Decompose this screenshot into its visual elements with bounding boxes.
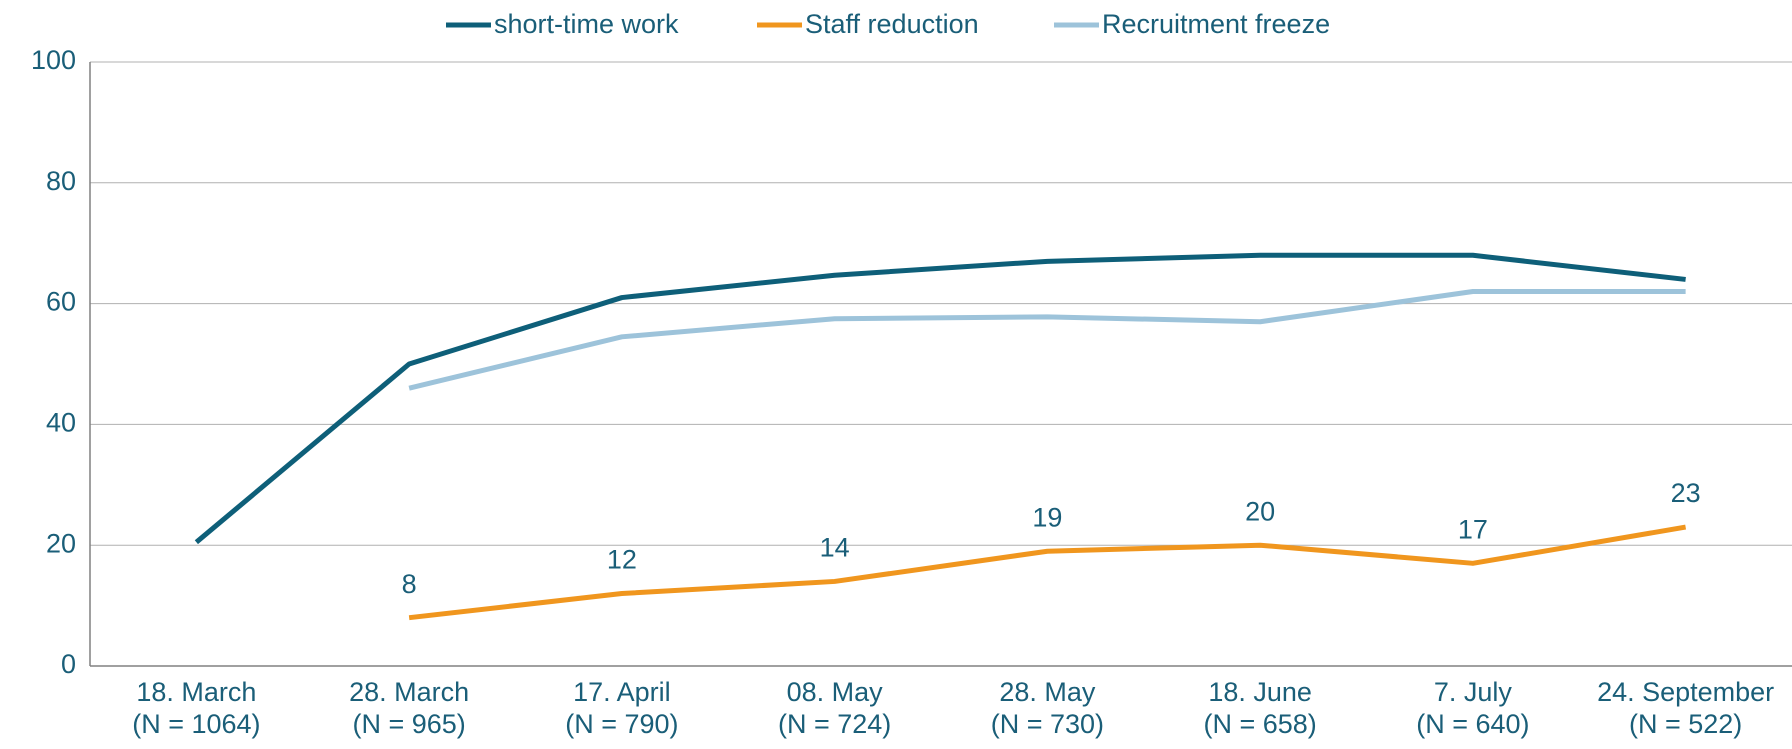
data-label: 8 — [402, 569, 417, 599]
x-tick-line: 17. April — [573, 677, 671, 707]
data-label: 12 — [607, 545, 637, 575]
y-tick-label: 40 — [46, 408, 76, 438]
x-tick-line: (N = 965) — [352, 709, 465, 739]
x-tick-label: 24. September (N = 522) — [1597, 677, 1774, 739]
x-tick-line: (N = 640) — [1416, 709, 1529, 739]
x-tick-label: 08. May (N = 724) — [778, 677, 891, 739]
x-tick-line: (N = 522) — [1629, 709, 1742, 739]
x-tick-line: 08. May — [787, 677, 884, 707]
x-tick-line: 7. July — [1434, 677, 1513, 707]
series-line — [408, 289, 1686, 391]
x-tick-line: (N = 790) — [565, 709, 678, 739]
x-tick-label: 7. July (N = 640) — [1416, 677, 1529, 739]
y-tick-label: 80 — [46, 166, 76, 196]
legend-label: short-time work — [494, 9, 679, 39]
x-tick-line: (N = 1064) — [132, 709, 260, 739]
x-tick-line: 28. May — [999, 677, 1096, 707]
series-line — [408, 524, 1687, 621]
x-tick-label: 28. May (N = 730) — [991, 677, 1104, 739]
data-label: 23 — [1671, 478, 1701, 508]
series-line — [194, 252, 1686, 545]
x-tick-label: 17. April (N = 790) — [565, 677, 678, 739]
y-tick-label: 60 — [46, 287, 76, 317]
data-label: 14 — [820, 533, 850, 563]
x-tick-line: 18. March — [136, 677, 256, 707]
legend-label: Recruitment freeze — [1102, 9, 1330, 39]
data-label: 20 — [1245, 496, 1275, 526]
x-tick-line: 28. March — [349, 677, 469, 707]
x-tick-line: (N = 730) — [991, 709, 1104, 739]
x-tick-line: (N = 724) — [778, 709, 891, 739]
x-tick-line: 18. June — [1208, 677, 1312, 707]
x-tick-line: (N = 658) — [1203, 709, 1316, 739]
x-tick-label: 28. March (N = 965) — [349, 677, 469, 739]
data-label: 19 — [1032, 502, 1062, 532]
y-tick-label: 20 — [46, 528, 76, 558]
y-tick-label: 0 — [61, 649, 76, 679]
x-tick-label: 18. June (N = 658) — [1203, 677, 1316, 739]
data-label: 17 — [1458, 514, 1488, 544]
y-tick-label: 100 — [31, 45, 76, 75]
x-tick-label: 18. March (N = 1064) — [132, 677, 260, 739]
legend-label: Staff reduction — [805, 9, 979, 39]
x-tick-line: 24. September — [1597, 677, 1774, 707]
